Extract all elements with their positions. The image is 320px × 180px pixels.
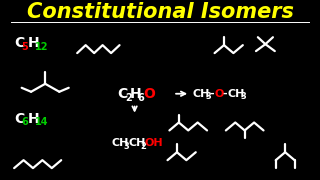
Text: Constitutional Isomers: Constitutional Isomers [27,3,293,22]
Text: 12: 12 [35,42,48,52]
Text: 3: 3 [205,92,211,101]
Text: 2: 2 [125,93,132,103]
Text: 5: 5 [22,42,28,52]
Text: 3: 3 [240,92,246,101]
Text: CH: CH [228,89,245,99]
Text: CH: CH [193,89,210,99]
Text: H: H [27,36,39,50]
Text: 14: 14 [35,118,48,127]
Text: H: H [27,112,39,125]
Text: C: C [118,87,128,101]
Text: CH: CH [128,138,145,148]
Text: 6: 6 [137,93,144,103]
Text: O: O [143,87,155,101]
Text: 3: 3 [123,142,129,151]
Text: CH: CH [111,138,128,148]
Text: O: O [215,89,224,99]
Text: OH: OH [145,138,164,148]
Text: -: - [209,89,213,99]
Text: H: H [130,87,141,101]
Text: -: - [222,89,227,99]
Text: 6: 6 [22,118,28,127]
Text: C: C [14,112,24,125]
Text: 2: 2 [140,142,146,151]
Text: C: C [14,36,24,50]
